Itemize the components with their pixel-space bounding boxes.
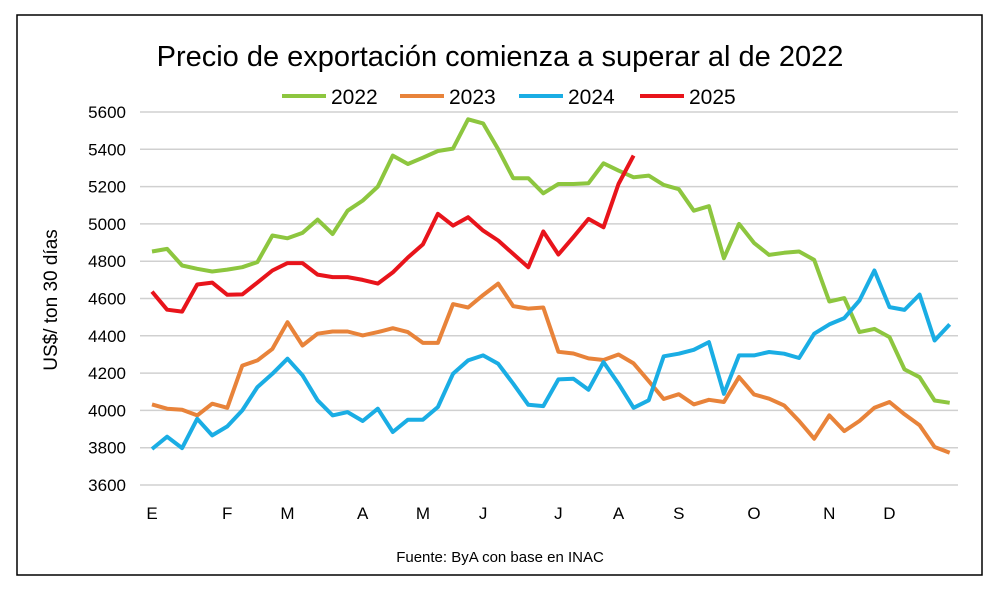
x-tick-label: E: [146, 504, 157, 523]
chart-title: Precio de exportación comienza a superar…: [157, 41, 844, 73]
x-tick-label: M: [416, 504, 430, 523]
chart-border: [16, 14, 983, 576]
legend-label-2024: 2024: [568, 86, 615, 109]
y-axis-label: US$/ ton 30 días: [41, 229, 62, 371]
legend: 2022 2023 2024 2025: [282, 86, 736, 109]
y-tick-label: 4600: [88, 290, 126, 309]
x-tick-label: O: [747, 504, 760, 523]
y-tick-label: 5400: [88, 140, 126, 159]
source-note: Fuente: ByA con base en INAC: [396, 549, 604, 566]
y-tick-label: 5600: [88, 103, 126, 122]
y-tick-label: 5200: [88, 178, 126, 197]
series-line-2022: [151, 117, 951, 405]
y-tick-label: 3600: [88, 476, 126, 495]
legend-label-2025: 2025: [689, 86, 736, 109]
y-tick-label: 5000: [88, 215, 126, 234]
x-tick-label: J: [479, 504, 488, 523]
x-tick-label: S: [673, 504, 684, 523]
x-tick-label: F: [222, 504, 232, 523]
gridlines: [140, 111, 958, 486]
y-tick-label: 4400: [88, 327, 126, 346]
x-tick-label: A: [613, 504, 625, 523]
y-tick-label: 4800: [88, 252, 126, 271]
series-line-2023: [151, 281, 951, 455]
x-tick-label: D: [883, 504, 895, 523]
x-tick-label: M: [280, 504, 294, 523]
legend-label-2023: 2023: [449, 86, 496, 109]
y-tick-label: 3800: [88, 439, 126, 458]
x-tick-label: A: [357, 504, 369, 523]
series-lines: [150, 117, 952, 455]
y-tick-label: 4000: [88, 401, 126, 420]
x-tick-label: N: [823, 504, 835, 523]
x-tick-label: J: [554, 504, 563, 523]
series-line-2025: [150, 154, 636, 314]
legend-label-2022: 2022: [331, 86, 378, 109]
y-tick-label: 4200: [88, 364, 126, 383]
y-axis-ticks: 3600 3800 4000 4200 4400 4600 4800 5000 5200 5400…: [88, 103, 126, 495]
series-line-2024: [150, 268, 952, 451]
